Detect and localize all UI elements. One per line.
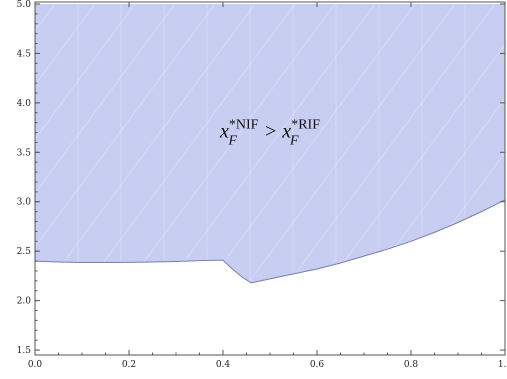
x-tick-label: 0.6 [310, 360, 325, 370]
annotation-sub-left: F [227, 133, 237, 148]
x-tick-label: 0.4 [216, 360, 231, 370]
region-mesh [0, 3, 505, 355]
x-tick-label: 0.2 [122, 360, 136, 370]
mesh-line [154, 3, 416, 283]
mesh-line [274, 3, 505, 283]
x-tick-label: 0.0 [28, 360, 43, 370]
mesh-line [114, 3, 376, 283]
y-axis: 1.5 2.0 2.5 3.0 3.5 4.0 4.5 5.0 [17, 0, 505, 356]
y-tick-label: 2.5 [17, 247, 32, 257]
x-tick-label: 1.0 [498, 360, 507, 370]
mesh-line [35, 3, 216, 283]
y-tick-label: 3.5 [17, 148, 32, 158]
mesh-line [35, 3, 96, 283]
x-tick-label: 0.8 [404, 360, 419, 370]
y-tick-label: 4.0 [17, 99, 32, 109]
mesh-line [35, 3, 176, 283]
feasible-region [35, 3, 505, 283]
annotation-base-right: x [281, 120, 291, 142]
annotation-base-left: x [219, 120, 229, 142]
x-axis: 0.0 0.2 0.4 0.6 0.8 1.0 [28, 2, 507, 370]
annotation-sup-left: *NIF [229, 117, 259, 132]
mesh-line [35, 3, 296, 283]
y-tick-label: 5.0 [17, 0, 32, 10]
annotation-sup-right: *RIF [291, 117, 320, 132]
y-tick-label: 2.0 [17, 297, 32, 307]
mesh-line [314, 3, 505, 283]
y-tick-label: 1.5 [17, 346, 32, 356]
y-tick-label: 4.5 [17, 49, 32, 59]
mesh-line [354, 3, 505, 283]
mesh-line [35, 3, 256, 283]
mesh-line [35, 3, 136, 283]
mesh-line [234, 3, 496, 283]
annotation-sub-right: F [289, 133, 299, 148]
mesh-line [194, 3, 456, 283]
mesh-line [74, 3, 336, 283]
region-annotation: x*NIF F > x*RIF F [219, 117, 320, 148]
y-tick-label: 3.0 [17, 198, 32, 208]
mesh-line [0, 4, 15, 355]
annotation-operator: > [265, 120, 276, 142]
boundary-curve [34, 199, 506, 284]
